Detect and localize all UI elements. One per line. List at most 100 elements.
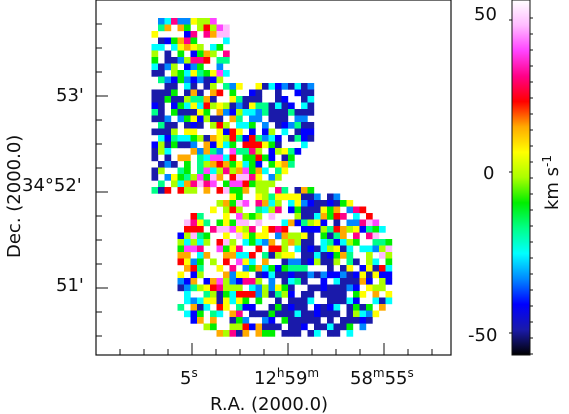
velocity-pixel xyxy=(177,50,185,58)
velocity-pixel xyxy=(197,304,204,311)
velocity-pixel xyxy=(301,115,308,123)
velocity-pixel xyxy=(301,109,308,116)
velocity-pixel xyxy=(359,219,367,227)
velocity-pixel xyxy=(158,44,165,51)
velocity-pixel xyxy=(151,63,159,71)
velocity-pixel xyxy=(301,102,308,110)
velocity-pixel xyxy=(184,115,191,123)
velocity-pixel xyxy=(346,206,354,214)
velocity-pixel xyxy=(320,284,328,292)
velocity-pixel xyxy=(158,148,165,155)
velocity-pixel xyxy=(158,128,165,136)
velocity-pixel xyxy=(385,291,393,298)
velocity-pixel xyxy=(255,109,263,116)
velocity-pixel xyxy=(190,258,198,266)
velocity-pixel xyxy=(229,187,237,194)
velocity-pixel xyxy=(385,278,393,285)
velocity-pixel xyxy=(320,232,328,240)
velocity-pixel xyxy=(242,330,250,337)
velocity-pixel xyxy=(320,258,328,266)
velocity-pixel xyxy=(197,297,204,305)
velocity-pixel xyxy=(236,102,243,110)
velocity-pixel xyxy=(255,206,263,214)
velocity-pixel xyxy=(327,330,334,337)
velocity-pixel xyxy=(203,70,211,77)
velocity-pixel xyxy=(223,297,230,305)
velocity-pixel xyxy=(268,128,276,136)
velocity-pixel xyxy=(229,219,237,227)
velocity-pixel xyxy=(288,304,295,311)
velocity-pixel xyxy=(281,167,289,175)
velocity-pixel xyxy=(223,200,230,207)
velocity-pixel xyxy=(301,128,308,136)
velocity-pixel xyxy=(223,24,230,32)
velocity-pixel xyxy=(242,297,250,305)
velocity-pixel xyxy=(190,44,198,51)
velocity-pixel xyxy=(203,239,211,246)
velocity-pixel xyxy=(223,271,230,279)
velocity-pixel xyxy=(164,63,172,71)
velocity-pixel xyxy=(314,323,321,331)
velocity-pixel xyxy=(249,102,256,110)
velocity-pixel xyxy=(164,154,172,162)
velocity-pixel xyxy=(320,304,328,311)
velocity-pixel xyxy=(190,57,198,64)
velocity-pixel xyxy=(275,193,282,201)
velocity-pixel xyxy=(184,57,191,64)
velocity-pixel xyxy=(197,89,204,97)
velocity-pixel xyxy=(236,83,243,90)
velocity-pixel xyxy=(184,180,191,188)
velocity-pixel xyxy=(229,174,237,181)
velocity-pixel xyxy=(346,252,354,259)
velocity-pixel xyxy=(294,109,302,116)
velocity-pixel xyxy=(229,135,237,142)
velocity-pixel xyxy=(353,291,360,298)
velocity-pixel xyxy=(184,167,191,175)
velocity-pixel xyxy=(210,89,217,97)
velocity-pixel xyxy=(216,109,224,116)
velocity-pixel xyxy=(190,174,198,181)
velocity-pixel xyxy=(301,122,308,129)
velocity-pixel xyxy=(184,174,191,181)
velocity-pixel xyxy=(210,180,217,188)
velocity-pixel xyxy=(346,304,354,311)
velocity-pixel xyxy=(158,187,165,194)
velocity-pixel xyxy=(236,317,243,324)
velocity-pixel xyxy=(197,115,204,123)
velocity-pixel xyxy=(177,232,185,240)
velocity-pixel xyxy=(320,245,328,253)
velocity-pixel xyxy=(249,154,256,162)
velocity-pixel xyxy=(327,213,334,220)
velocity-pixel xyxy=(216,226,224,233)
velocity-pixel xyxy=(327,297,334,305)
velocity-pixel xyxy=(268,109,276,116)
velocity-pixel xyxy=(223,330,230,337)
velocity-pixel xyxy=(151,167,159,175)
velocity-pixel xyxy=(294,128,302,136)
velocity-pixel xyxy=(197,50,204,58)
velocity-pixel xyxy=(236,304,243,311)
velocity-pixel xyxy=(262,193,269,201)
velocity-pixel xyxy=(249,89,256,97)
velocity-pixel xyxy=(236,148,243,155)
velocity-pixel xyxy=(307,310,315,318)
velocity-pixel xyxy=(203,304,211,311)
velocity-pixel xyxy=(177,37,185,45)
velocity-pixel xyxy=(262,323,269,331)
velocity-pixel xyxy=(177,96,185,103)
velocity-pixel xyxy=(190,310,198,318)
velocity-pixel xyxy=(177,252,185,259)
velocity-pixel xyxy=(262,265,269,272)
velocity-pixel xyxy=(236,330,243,337)
velocity-pixel xyxy=(366,258,373,266)
velocity-pixel xyxy=(210,284,217,292)
velocity-pixel xyxy=(197,148,204,155)
velocity-pixel xyxy=(190,284,198,292)
velocity-pixel xyxy=(275,89,282,97)
velocity-pixel xyxy=(171,102,178,110)
velocity-pixel xyxy=(223,180,230,188)
velocity-pixel xyxy=(301,252,308,259)
velocity-pixel xyxy=(158,24,165,32)
velocity-pixel xyxy=(236,291,243,298)
